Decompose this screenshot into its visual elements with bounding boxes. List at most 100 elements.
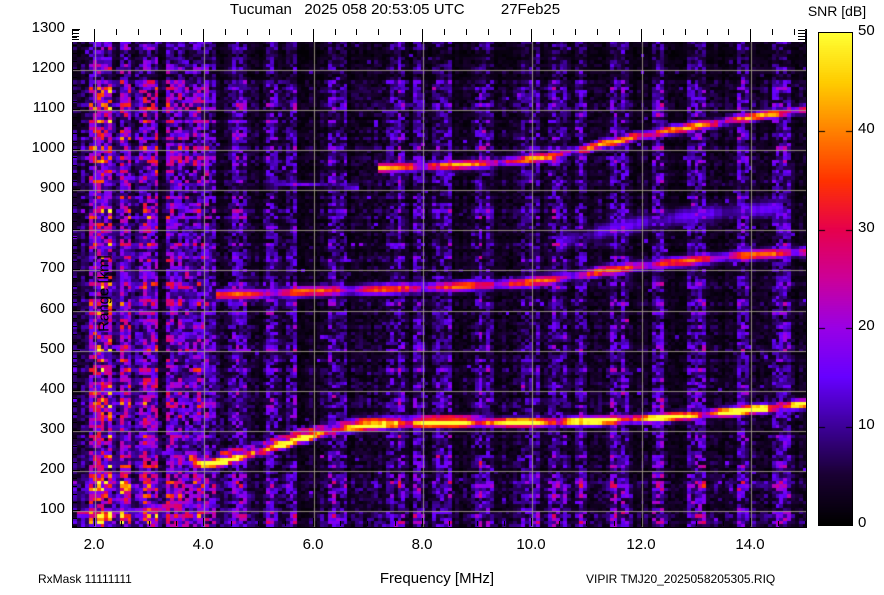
y-tick-minor [72, 406, 77, 407]
y-tick-minor [72, 438, 77, 439]
top-tick-minor [225, 29, 226, 35]
x-tick-minor [504, 521, 505, 526]
top-tick-minor [160, 29, 161, 35]
x-tick-minor [176, 521, 177, 526]
y-tick-minor [72, 133, 77, 134]
colorbar-tick-label: 20 [858, 317, 875, 334]
y-tick-minor [72, 261, 77, 262]
y-tick-minor [72, 414, 77, 415]
y-tick-label: 1100 [32, 99, 65, 116]
y-tick-major [72, 310, 80, 311]
colorbar-tick-label: 10 [858, 416, 875, 433]
y-tick-label: 600 [39, 300, 65, 317]
x-tick-minor [231, 521, 232, 526]
top-tick-minor [356, 29, 357, 35]
y-tick-label: 500 [39, 340, 65, 357]
y-tick-label: 1200 [31, 59, 65, 76]
colorbar-title: SNR [dB] [807, 3, 867, 19]
top-tick-minor [203, 29, 204, 35]
y-tick-minor [72, 302, 77, 303]
colorbar-tick-label: 50 [858, 22, 875, 39]
x-tick-major [422, 518, 423, 526]
top-tick-minor [707, 29, 708, 35]
top-tick-minor [641, 29, 642, 35]
y-tick-minor [72, 454, 77, 455]
y-tick-minor [72, 286, 77, 287]
plot-title: Tucuman 2025 058 20:53:05 UTC 27Feb25 [0, 1, 790, 18]
x-tick-minor [805, 521, 806, 526]
y-tick-minor [72, 326, 77, 327]
y-tick-major [72, 149, 80, 150]
y-tick-minor [72, 181, 77, 182]
x-tick-major [641, 518, 642, 526]
x-tick-minor [149, 521, 150, 526]
y-tick-major [72, 269, 80, 270]
y-tick-minor [72, 462, 77, 463]
top-tick-major [313, 29, 314, 42]
top-tick-major [531, 29, 532, 42]
top-tick-minor [553, 29, 554, 35]
x-tick-minor [614, 521, 615, 526]
top-tick-minor [466, 29, 467, 35]
ionogram-heatmap-canvas [73, 30, 806, 527]
top-tick-minor [247, 29, 248, 35]
ionogram-plot-area[interactable]: Range [km] [72, 29, 807, 528]
top-tick-minor [72, 29, 73, 35]
y-tick-label: 900 [39, 179, 65, 196]
y-tick-minor [72, 197, 77, 198]
top-tick-minor [488, 29, 489, 35]
y-tick-minor [72, 157, 77, 158]
y-tick-minor [72, 486, 77, 487]
top-tick-major [422, 29, 423, 42]
x-tick-minor [559, 521, 560, 526]
y-tick-minor [72, 422, 77, 423]
top-tick-minor [597, 29, 598, 35]
y-tick-label: 400 [39, 380, 65, 397]
y-tick-minor [72, 253, 77, 254]
top-tick-minor [378, 29, 379, 35]
x-axis-title: Frequency [MHz] [379, 570, 495, 587]
x-tick-major [94, 518, 95, 526]
y-tick-minor [72, 374, 77, 375]
top-tick-minor [510, 29, 511, 35]
top-tick-minor [335, 29, 336, 35]
top-tick-minor [291, 29, 292, 35]
y-tick-major [72, 430, 80, 431]
x-tick-minor [367, 521, 368, 526]
top-tick-minor [663, 29, 664, 35]
y-tick-major [72, 189, 80, 190]
top-tick-minor [181, 29, 182, 35]
y-tick-minor [72, 366, 77, 367]
y-tick-minor [72, 478, 77, 479]
top-tick-minor [444, 29, 445, 35]
top-tick-minor [619, 29, 620, 35]
x-tick-label: 2.0 [83, 536, 105, 553]
x-tick-label: 14.0 [735, 536, 765, 553]
y-tick-minor [72, 358, 77, 359]
y-tick-minor [72, 446, 77, 447]
colorbar-tick-label: 40 [858, 120, 875, 137]
x-tick-major [750, 518, 751, 526]
y-tick-label: 800 [39, 219, 65, 236]
top-tick-minor [400, 29, 401, 35]
x-tick-minor [121, 521, 122, 526]
y-tick-major [72, 229, 80, 230]
y-tick-major [72, 69, 80, 70]
y-tick-minor [72, 221, 77, 222]
y-tick-major [72, 510, 80, 511]
y-tick-minor [72, 526, 77, 527]
x-tick-minor [477, 521, 478, 526]
top-tick-minor [116, 29, 117, 35]
top-tick-minor [772, 29, 773, 35]
x-tick-label: 4.0 [192, 536, 214, 553]
y-tick-minor [72, 318, 77, 319]
y-tick-major [72, 29, 80, 30]
x-tick-label: 6.0 [302, 536, 324, 553]
top-tick-minor [728, 29, 729, 35]
x-tick-label: 10.0 [516, 536, 546, 553]
y-axis-title: Range [km] [95, 255, 113, 332]
y-tick-minor [72, 61, 77, 62]
x-tick-minor [586, 521, 587, 526]
x-tick-label: 8.0 [411, 536, 433, 553]
top-tick-major [203, 29, 204, 42]
